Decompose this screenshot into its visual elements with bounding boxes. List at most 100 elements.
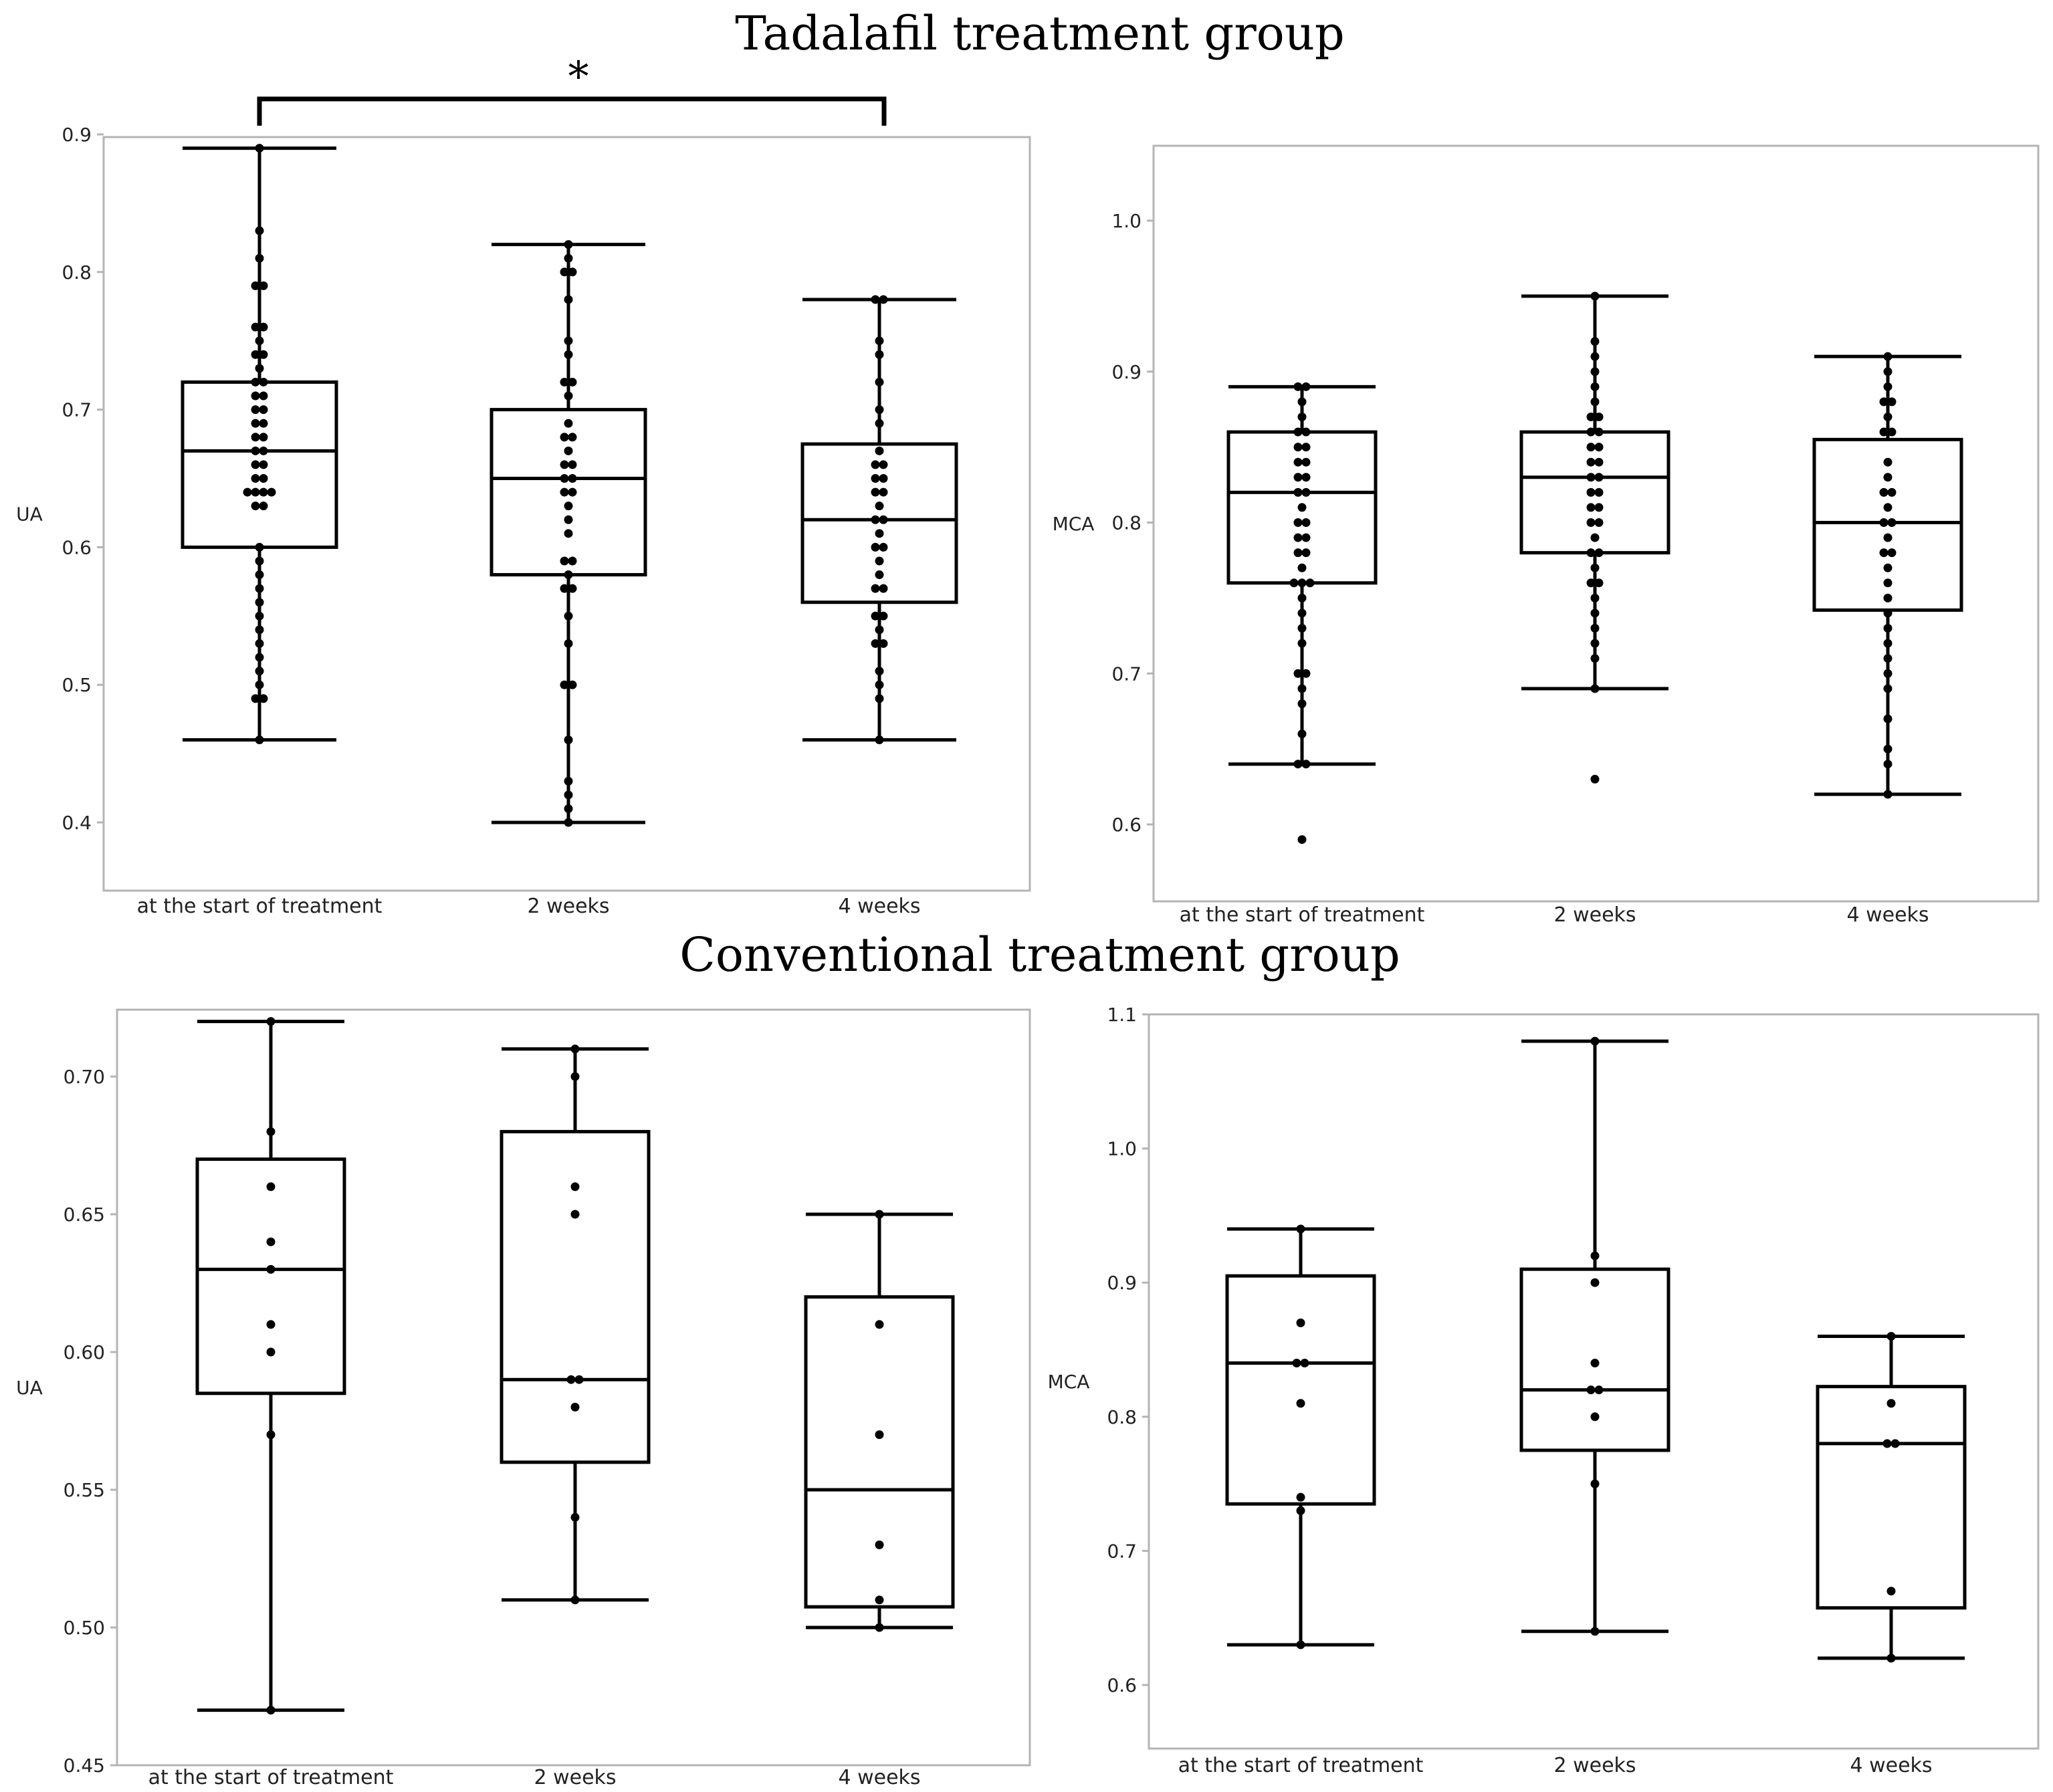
data-point bbox=[1883, 382, 1893, 391]
data-point bbox=[255, 653, 264, 662]
data-point bbox=[1296, 1640, 1305, 1650]
data-point bbox=[1590, 1278, 1600, 1287]
data-point bbox=[871, 487, 880, 497]
x-category-label: at the start of treatment bbox=[1178, 1754, 1424, 1777]
data-point bbox=[871, 295, 880, 304]
data-point bbox=[1293, 518, 1303, 527]
data-point bbox=[1301, 487, 1311, 497]
data-point bbox=[1301, 473, 1311, 482]
data-point bbox=[1301, 669, 1311, 678]
data-point bbox=[1886, 1399, 1896, 1408]
data-point bbox=[255, 680, 264, 689]
y-tick-label: 0.55 bbox=[64, 1479, 105, 1501]
data-point bbox=[875, 736, 884, 745]
data-point bbox=[255, 226, 264, 235]
box-group bbox=[500, 1044, 651, 1605]
data-point bbox=[1297, 608, 1307, 618]
data-point bbox=[1297, 503, 1307, 512]
data-point bbox=[564, 391, 573, 401]
data-point bbox=[255, 611, 264, 621]
data-point bbox=[1586, 457, 1596, 467]
data-point bbox=[875, 694, 884, 703]
data-point bbox=[259, 350, 268, 359]
y-tick-label: 0.6 bbox=[1111, 814, 1142, 836]
data-point bbox=[1586, 548, 1596, 558]
data-point bbox=[1590, 337, 1600, 346]
data-point bbox=[1886, 1331, 1896, 1341]
data-point bbox=[1293, 382, 1303, 391]
data-point bbox=[570, 1595, 580, 1605]
data-point bbox=[564, 295, 573, 304]
data-point bbox=[570, 1072, 580, 1081]
data-point bbox=[255, 336, 264, 346]
data-point bbox=[564, 419, 573, 428]
box-group bbox=[1225, 1224, 1376, 1650]
data-point bbox=[255, 736, 264, 745]
data-point bbox=[564, 790, 573, 800]
data-point bbox=[564, 529, 573, 538]
y-tick-label: 0.4 bbox=[62, 812, 92, 834]
data-point bbox=[255, 144, 264, 153]
data-point bbox=[1586, 443, 1596, 452]
data-point bbox=[1879, 518, 1888, 527]
data-point bbox=[568, 474, 577, 483]
data-point bbox=[1590, 397, 1600, 407]
data-point bbox=[259, 322, 268, 332]
data-point bbox=[1586, 518, 1596, 527]
data-point bbox=[875, 405, 884, 415]
data-point bbox=[568, 267, 577, 277]
data-point bbox=[1293, 443, 1303, 452]
data-point bbox=[875, 350, 884, 359]
data-point bbox=[560, 377, 569, 386]
data-point bbox=[1883, 624, 1893, 633]
box-group bbox=[1226, 382, 1378, 845]
data-point bbox=[1301, 548, 1311, 558]
data-point bbox=[564, 611, 573, 621]
data-point bbox=[564, 253, 573, 263]
data-point bbox=[1590, 1479, 1600, 1488]
y-axis-title: UA bbox=[16, 503, 43, 526]
data-point bbox=[1305, 578, 1315, 588]
data-point bbox=[1590, 1412, 1600, 1422]
data-point bbox=[568, 433, 577, 442]
data-point bbox=[251, 433, 260, 442]
data-point bbox=[1883, 714, 1893, 723]
iqr-box bbox=[800, 442, 958, 604]
data-point bbox=[1586, 427, 1596, 437]
conventional-mca-boxplot: 0.6 0.7 0.8 0.9 1.0 1.1 MCA at the start of tre… bbox=[1048, 1004, 2040, 1777]
plot-frame bbox=[102, 136, 1031, 892]
data-point bbox=[879, 639, 888, 648]
data-point bbox=[259, 281, 268, 290]
data-point bbox=[1887, 397, 1897, 407]
x-category-label: at the start of treatment bbox=[1180, 903, 1425, 927]
data-point bbox=[255, 253, 264, 263]
data-point bbox=[1297, 835, 1307, 845]
x-category-label: at the start of treatment bbox=[148, 1766, 394, 1789]
data-point bbox=[1293, 548, 1303, 558]
iqr-box bbox=[1816, 1385, 1967, 1610]
data-point bbox=[243, 487, 252, 497]
data-point bbox=[266, 1706, 276, 1715]
data-point bbox=[251, 391, 260, 401]
data-point bbox=[560, 474, 569, 483]
data-point bbox=[879, 460, 888, 469]
data-point bbox=[1590, 593, 1600, 602]
data-point bbox=[1887, 518, 1897, 527]
data-point bbox=[875, 1430, 884, 1440]
data-point bbox=[1297, 730, 1307, 739]
conventional-ua-boxplot: 0.45 0.50 0.55 0.60 0.65 0.70 UA at the start o… bbox=[16, 1008, 1031, 1789]
data-point bbox=[1293, 473, 1303, 482]
data-point bbox=[1586, 1385, 1596, 1395]
box-group bbox=[800, 295, 958, 745]
data-point bbox=[255, 570, 264, 580]
data-point bbox=[1297, 412, 1307, 421]
data-point bbox=[251, 419, 260, 428]
x-category-label: 4 weeks bbox=[838, 1766, 920, 1789]
data-point bbox=[568, 556, 577, 566]
data-point bbox=[255, 556, 264, 566]
data-point bbox=[1296, 1318, 1305, 1327]
data-point bbox=[570, 1513, 580, 1522]
data-point bbox=[879, 542, 888, 552]
iqr-box bbox=[804, 1295, 955, 1609]
